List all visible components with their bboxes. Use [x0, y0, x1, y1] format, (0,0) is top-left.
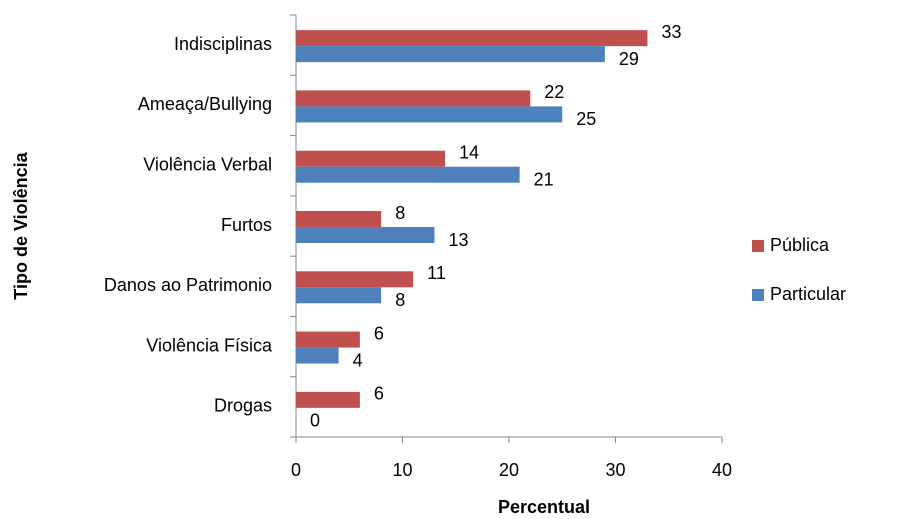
data-label: 22: [544, 82, 564, 102]
y-axis-title: Tipo de Violência: [11, 151, 31, 299]
x-tick-label: 10: [392, 460, 412, 480]
x-tick-label: 20: [499, 460, 519, 480]
y-tick-label: Violência Verbal: [143, 154, 272, 174]
legend-swatch: [752, 240, 764, 252]
bar: [296, 106, 563, 123]
y-tick-label: Violência Física: [146, 335, 273, 355]
bar: [296, 347, 339, 364]
data-label: 21: [534, 169, 554, 189]
data-label: 6: [374, 384, 384, 404]
legend-label: Pública: [770, 235, 830, 255]
x-tick-label: 0: [291, 460, 301, 480]
bar: [296, 46, 605, 63]
bar: [296, 150, 446, 167]
legend-swatch: [752, 289, 764, 301]
data-label: 11: [427, 263, 446, 283]
data-label: 14: [459, 142, 479, 162]
data-label: 29: [619, 49, 639, 69]
data-label: 25: [576, 109, 596, 129]
x-tick-label: 30: [605, 460, 625, 480]
bar: [296, 211, 382, 227]
bar: [296, 30, 648, 47]
bar: [296, 331, 360, 348]
y-tick-label: Indisciplinas: [174, 34, 272, 54]
data-label: 6: [374, 323, 384, 343]
data-label: 4: [353, 350, 363, 370]
data-label: 33: [661, 22, 681, 42]
bar: [296, 227, 435, 243]
bar: [296, 271, 414, 288]
bar: [296, 287, 382, 304]
x-axis-title: Percentual: [498, 497, 590, 517]
bar: [296, 391, 360, 408]
y-tick-label: Danos ao Patrimonio: [104, 275, 272, 295]
legend-label: Particular: [770, 284, 846, 304]
y-tick-label: Furtos: [221, 215, 272, 235]
data-label: 8: [395, 203, 405, 223]
x-tick-label: 40: [712, 460, 732, 480]
data-label: 0: [310, 411, 320, 431]
bar: [296, 166, 520, 183]
data-label: 13: [448, 230, 468, 250]
bar: [296, 90, 531, 107]
y-tick-label: Drogas: [214, 396, 272, 416]
data-label: 8: [395, 290, 405, 310]
y-tick-label: Ameaça/Bullying: [138, 94, 272, 114]
